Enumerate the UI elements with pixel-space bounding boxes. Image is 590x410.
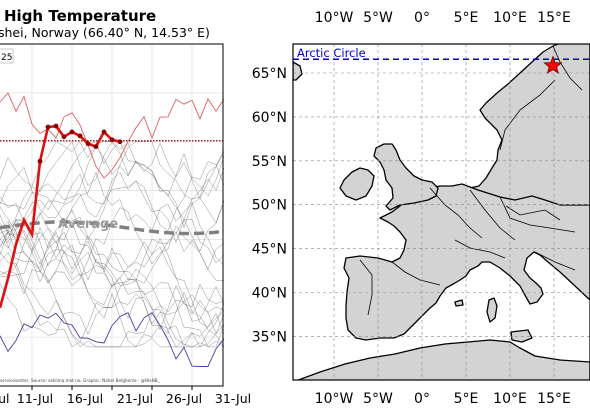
x-tick-label: 21-Jul [117, 391, 153, 406]
history-line [0, 220, 225, 348]
legend-box: 25 [0, 48, 14, 64]
lat-label: 50°N [252, 198, 287, 214]
history-line [0, 218, 225, 328]
series-point [109, 137, 115, 143]
land-masses [293, 44, 590, 380]
legend-entry-year: 25 [1, 53, 12, 63]
x-axis-ticks: Jul 11-Jul 16-Jul 21-Jul 26-Jul 31-Jul [0, 386, 251, 406]
lon-label-top: 10°E [493, 10, 527, 26]
source-credit: servicesenter, Source: seklima.met.no, G… [0, 378, 161, 383]
series-point [53, 123, 59, 129]
history-line [0, 171, 225, 275]
x-tick-label: Jul [0, 391, 10, 406]
history-line [0, 144, 225, 218]
series-point [77, 133, 83, 139]
lon-label-top: 10°W [315, 10, 354, 26]
history-line [0, 149, 225, 336]
record-high-line [0, 92, 225, 179]
north-africa-land [296, 339, 590, 380]
latitude-labels: 65°N 60°N 55°N 50°N 45°N 40°N 35°N [252, 66, 287, 345]
x-tick-label: 16-Jul [67, 391, 103, 406]
lat-label: 65°N [252, 66, 287, 82]
location-star-marker [543, 55, 563, 74]
series-point [69, 129, 75, 135]
lon-label-top: 5°E [454, 10, 479, 26]
map-gridlines [293, 44, 590, 380]
temperature-plot-area [0, 43, 225, 387]
series-point [45, 124, 51, 130]
series-point [117, 139, 123, 145]
lon-label-bottom: 5°W [363, 391, 393, 407]
history-line [0, 214, 225, 348]
temperature-chart: High Temperature shei, Norway (66.40° N,… [0, 7, 251, 406]
longitude-labels-bottom: 10°W5°W0°5°E10°E15°E2 [315, 391, 571, 407]
x-tick-label: 26-Jul [166, 391, 202, 406]
lon-label-bottom: 10°E [493, 391, 527, 407]
series-point [93, 144, 99, 150]
history-line [0, 206, 225, 348]
series-point [37, 158, 43, 164]
average-line [0, 220, 225, 236]
history-line [0, 141, 225, 282]
history-line [0, 227, 225, 331]
history-line [0, 207, 225, 286]
series-point [85, 141, 91, 147]
lon-label-top: 0° [414, 10, 430, 26]
history-line [0, 251, 225, 348]
x-tick-label: 11-Jul [17, 391, 53, 406]
chart-title: High Temperature [4, 7, 156, 25]
history-line [0, 211, 225, 348]
balearic-land [454, 299, 464, 307]
sardinia-land [486, 297, 498, 323]
lon-label-bottom: 5°E [454, 391, 479, 407]
lon-label-top: 5°W [363, 10, 393, 26]
lon-label-bottom: 10°W [315, 391, 354, 407]
history-line [0, 221, 225, 348]
lat-label: 35°N [252, 329, 287, 345]
series-point [61, 134, 67, 140]
longitude-labels-top: 10°W5°W0°5°E10°E15°E2 [315, 10, 571, 26]
historical-years [0, 141, 225, 348]
location-map: Arctic Circle 10°W5°W0°5°E10°E15°E2 10°W… [252, 10, 590, 407]
country-borders [359, 45, 583, 316]
continental-europe-land [343, 183, 590, 341]
x-tick-label: 31-Jul [215, 391, 251, 406]
average-label: Average [58, 217, 118, 232]
series-line [0, 124, 121, 309]
sicily-land [510, 329, 533, 343]
map-frame [292, 43, 590, 381]
series-point [101, 129, 107, 135]
lat-label: 45°N [252, 242, 287, 258]
record-low-line [0, 312, 225, 367]
lat-label: 55°N [252, 154, 287, 170]
lon-label-top: 15°E [537, 10, 571, 26]
lon-label-bottom: 15°E [537, 391, 571, 407]
plot-frame [0, 43, 224, 387]
lat-label: 40°N [252, 286, 287, 302]
arctic-circle-label: Arctic Circle [297, 46, 366, 60]
ireland-land [339, 167, 375, 201]
lat-label: 60°N [252, 110, 287, 126]
iceland-land [293, 61, 303, 81]
history-line [0, 200, 225, 284]
lon-label-bottom: 0° [414, 391, 430, 407]
chart-subtitle: shei, Norway (66.40° N, 14.53° E) [0, 25, 210, 40]
